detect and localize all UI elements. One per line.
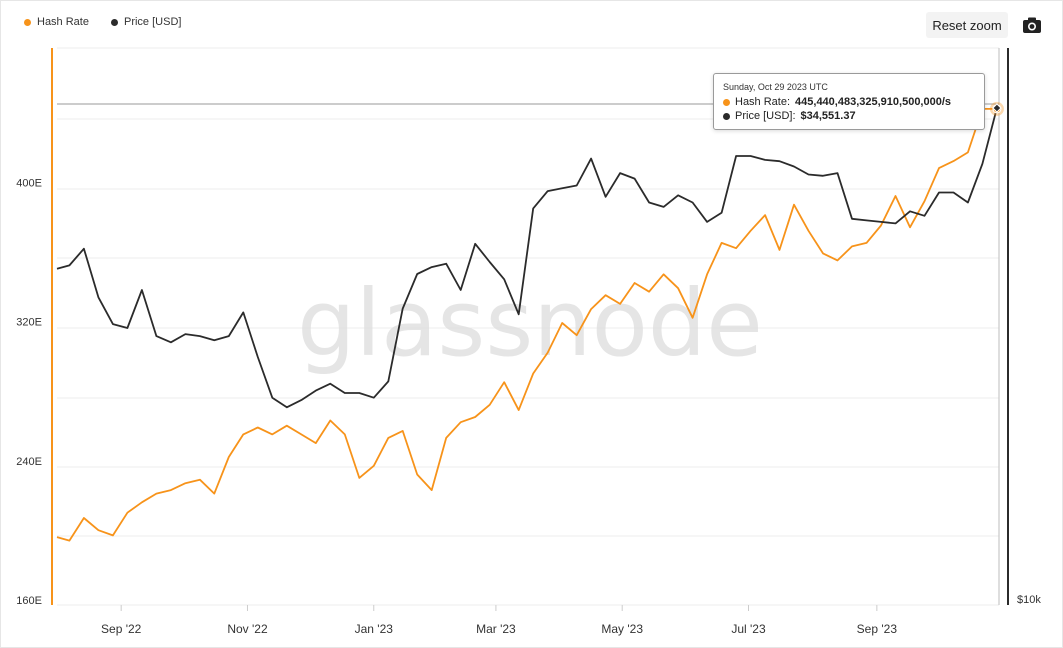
y-tick-label: 240E — [16, 456, 42, 468]
price-marker-icon — [723, 112, 730, 120]
legend-item-hash-rate[interactable]: Hash Rate — [24, 16, 89, 28]
hover-markers — [989, 101, 1004, 116]
x-tick-label: Nov '22 — [227, 622, 268, 636]
y-tick-label: 320E — [16, 317, 42, 329]
tooltip-price-value: $34,551.37 — [800, 110, 856, 122]
x-axis: Sep '22 Nov '22 Jan '23 Mar '23 May '23 Jul '… — [101, 605, 897, 636]
y-right-tick-label: $10k — [1017, 594, 1041, 606]
series-group — [56, 107, 998, 542]
legend-label: Hash Rate — [37, 16, 89, 28]
y-tick-label: 160E — [16, 595, 42, 607]
hash-rate-marker-icon — [723, 98, 730, 106]
legend: Hash Rate Price [USD] — [24, 16, 181, 28]
price-marker-icon — [110, 18, 118, 26]
y-tick-label: 400E — [16, 177, 42, 189]
tooltip-hash-value: 445,440,483,325,910,500,000/s — [795, 96, 952, 108]
price-hover-point — [992, 103, 1002, 113]
reset-zoom-button[interactable]: Reset zoom — [926, 12, 1008, 38]
tooltip-row-hash-rate: Hash Rate: 445,440,483,325,910,500,000/s — [723, 95, 975, 109]
x-tick-label: Sep '22 — [101, 622, 142, 636]
camera-icon[interactable] — [1022, 16, 1042, 34]
y-axis-right: $10k — [1017, 594, 1041, 606]
price-line[interactable] — [56, 107, 998, 409]
tooltip-date: Sunday, Oct 29 2023 UTC — [723, 82, 828, 92]
tooltip-hash-label: Hash Rate: — [735, 96, 791, 108]
tooltip: Sunday, Oct 29 2023 UTC Hash Rate: 445,4… — [713, 73, 985, 130]
x-tick-label: Sep '23 — [857, 622, 898, 636]
tooltip-row-price: Price [USD]: $34,551.37 — [723, 109, 975, 123]
hash-rate-line[interactable] — [56, 108, 997, 542]
y-axis-left: 160E 240E 320E 400E — [16, 177, 42, 607]
hash-rate-marker-icon — [24, 18, 31, 26]
watermark: glassnode — [297, 270, 763, 377]
x-tick-label: Jan '23 — [355, 622, 394, 636]
tooltip-price-label: Price [USD]: — [735, 110, 796, 122]
legend-label: Price [USD] — [123, 16, 182, 28]
legend-item-price[interactable]: Price [USD] — [110, 16, 182, 28]
x-tick-label: Jul '23 — [731, 622, 766, 636]
x-tick-label: Mar '23 — [476, 622, 516, 636]
x-tick-label: May '23 — [601, 622, 643, 636]
